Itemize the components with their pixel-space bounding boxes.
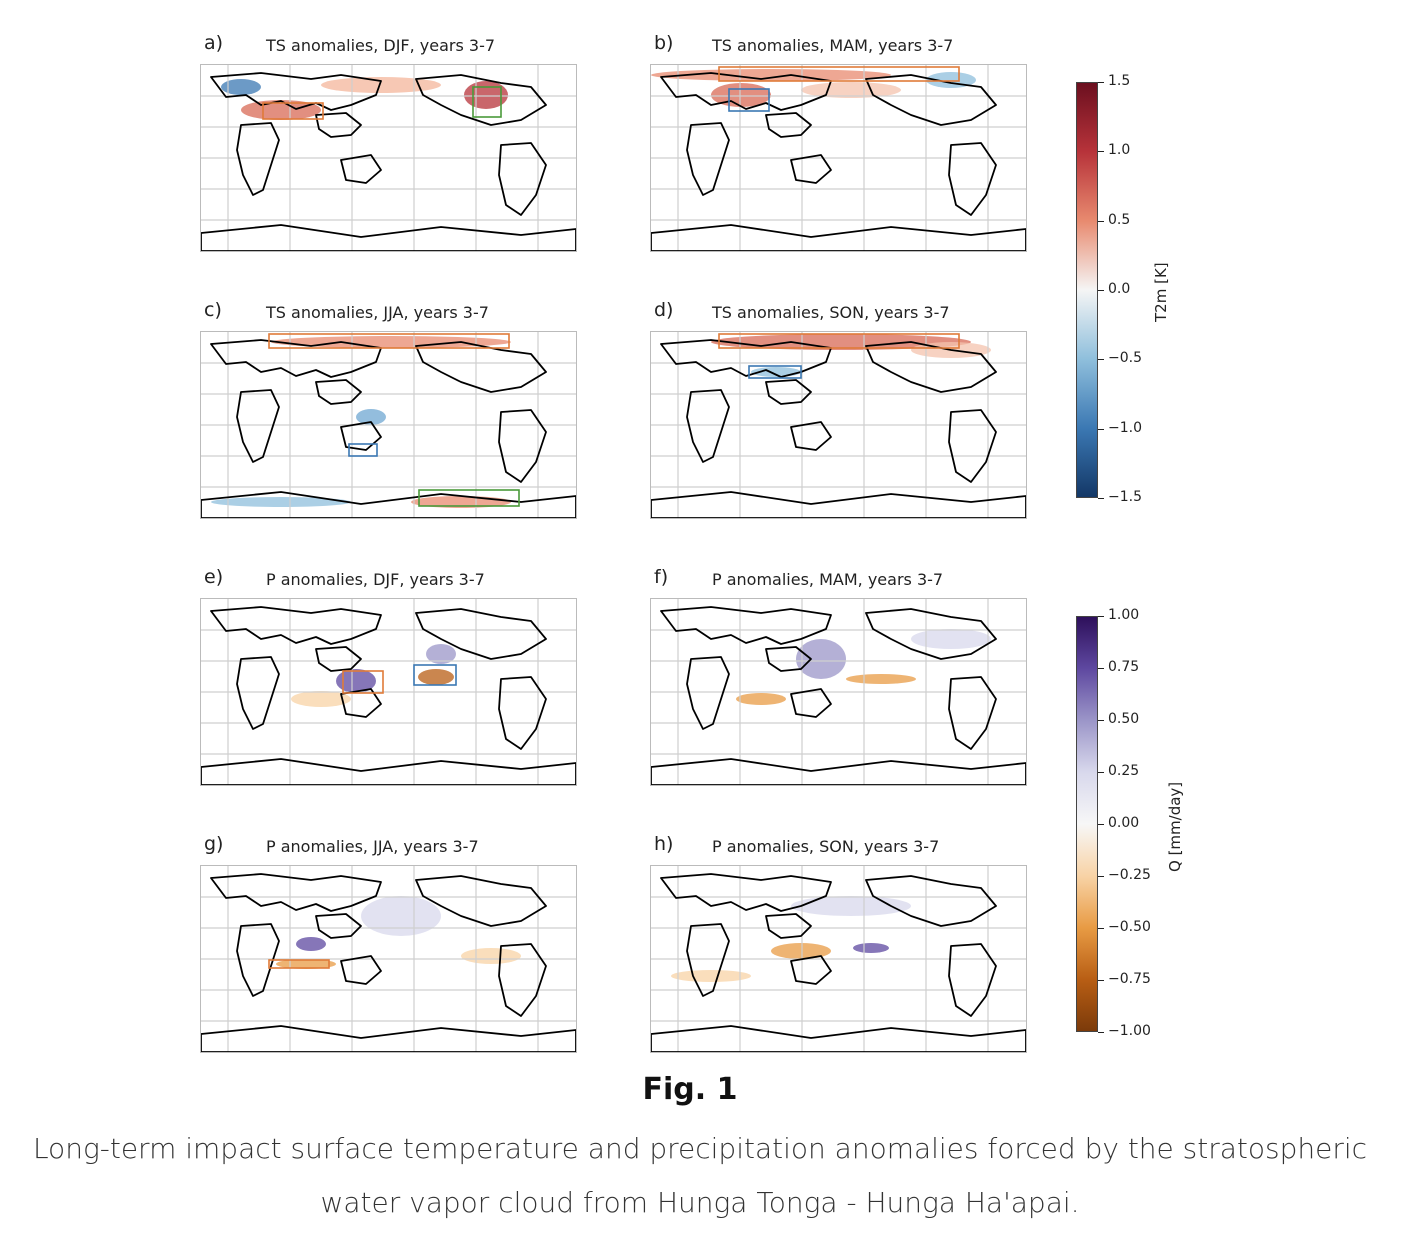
panel-letter: h) — [654, 833, 674, 855]
panel-letter: a) — [204, 32, 224, 54]
colorbar-precipitation-tick-label: 0.50 — [1108, 711, 1140, 727]
colorbar-precipitation-tick-mark — [1098, 824, 1104, 825]
panel-letter: f) — [654, 566, 669, 588]
colorbar-precipitation-tick-mark — [1098, 876, 1104, 877]
world-map-p — [200, 598, 577, 786]
panel-title: TS anomalies, JJA, years 3-7 — [266, 303, 489, 322]
colorbar-temperature-tick-mark — [1098, 428, 1104, 430]
figure-label: Fig. 1 — [642, 1072, 738, 1107]
world-map-p — [200, 865, 577, 1053]
colorbar-temperature-label: T2m [K] — [1152, 262, 1170, 322]
colorbar-temperature-tick-label: 1.0 — [1108, 142, 1131, 159]
colorbar-temperature-gradient — [1076, 82, 1098, 498]
colorbar-temperature-tick-label: −1.0 — [1108, 419, 1142, 436]
colorbar-temperature-tick-mark — [1098, 82, 1104, 83]
panel-title: TS anomalies, DJF, years 3-7 — [266, 36, 496, 55]
colorbar-precipitation-label: Q [mm/day] — [1166, 781, 1184, 872]
panel-letter: e) — [204, 566, 224, 588]
colorbar-temperature-tick-mark — [1098, 151, 1104, 153]
figure-caption: Long-term impact surface temperature and… — [32, 1132, 1368, 1219]
colorbar-temperature-tick-mark — [1098, 220, 1104, 222]
colorbar-precipitation-tick-label: 0.75 — [1108, 659, 1140, 675]
colorbar-precipitation-tick-label: −0.75 — [1108, 971, 1151, 987]
colorbar-precipitation-tick-mark — [1098, 668, 1104, 669]
panel-title: P anomalies, MAM, years 3-7 — [712, 570, 944, 589]
panel-title: P anomalies, JJA, years 3-7 — [266, 837, 479, 856]
colorbar-precipitation-tick-mark — [1098, 616, 1104, 617]
world-map-ts — [200, 331, 577, 519]
colorbar-temperature-tick-mark — [1098, 290, 1104, 291]
colorbar-precipitation-tick-label: 1.00 — [1108, 607, 1140, 623]
colorbar-precipitation-tick-label: −1.00 — [1108, 1023, 1151, 1039]
colorbar-temperature-tick-label: −1.5 — [1108, 489, 1142, 505]
world-map-ts — [650, 64, 1027, 252]
panel-letter: c) — [204, 299, 222, 321]
world-map-ts — [200, 64, 577, 252]
world-map-ts — [650, 331, 1027, 519]
colorbar-precipitation-tick-label: −0.25 — [1108, 867, 1151, 883]
panel-letter: b) — [654, 32, 674, 54]
panel-letter: d) — [654, 299, 674, 321]
panel-title: TS anomalies, SON, years 3-7 — [712, 303, 950, 322]
panel-title: TS anomalies, MAM, years 3-7 — [712, 36, 954, 55]
colorbar-temperature-tick-mark — [1098, 359, 1104, 361]
colorbar-precipitation-tick-mark — [1098, 1032, 1104, 1033]
colorbar-precipitation-gradient — [1076, 616, 1098, 1032]
colorbar-precipitation-tick-label: 0.00 — [1108, 815, 1140, 831]
colorbar-precipitation-tick-mark — [1098, 928, 1104, 929]
colorbar-precipitation-tick-mark — [1098, 772, 1104, 773]
colorbar-precipitation — [1076, 616, 1098, 1032]
colorbar-temperature-tick-label: −0.5 — [1108, 350, 1142, 367]
colorbar-temperature-tick-label: 0.0 — [1108, 281, 1131, 297]
world-map-p — [650, 865, 1027, 1053]
world-map-p — [650, 598, 1027, 786]
colorbar-precipitation-tick-label: −0.50 — [1108, 919, 1151, 935]
panel-letter: g) — [204, 833, 224, 855]
panel-title: P anomalies, SON, years 3-7 — [712, 837, 940, 856]
colorbar-precipitation-tick-mark — [1098, 980, 1104, 981]
panel-title: P anomalies, DJF, years 3-7 — [266, 570, 485, 589]
colorbar-temperature — [1076, 82, 1098, 498]
colorbar-precipitation-tick-label: 0.25 — [1108, 763, 1140, 779]
colorbar-temperature-tick-mark — [1098, 498, 1104, 499]
colorbar-precipitation-tick-mark — [1098, 720, 1104, 721]
colorbar-temperature-tick-label: 1.5 — [1108, 73, 1131, 89]
colorbar-temperature-tick-label: 0.5 — [1108, 211, 1131, 228]
